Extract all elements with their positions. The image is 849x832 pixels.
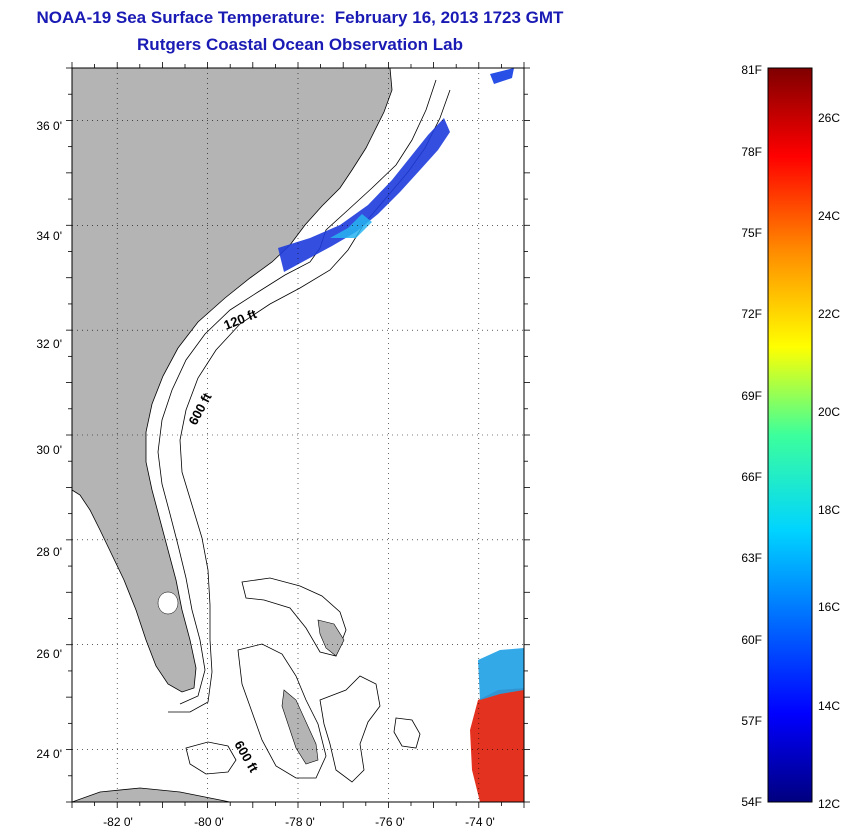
colorbar bbox=[767, 67, 813, 803]
lat-label: 26 0' bbox=[36, 647, 62, 661]
latitude-labels: 36 0' 34 0' 32 0' 30 0' 28 0' 26 0' 24 0… bbox=[36, 119, 62, 761]
sst-swath-north bbox=[278, 118, 450, 272]
colorbar-f-labels: 81F 78F 75F 72F 69F 66F 63F 60F 57F 54F bbox=[741, 63, 762, 809]
colorbar-c-label: 24C bbox=[818, 209, 840, 223]
colorbar-c-label: 16C bbox=[818, 600, 840, 614]
colorbar-f-label: 81F bbox=[741, 63, 762, 77]
lat-label: 36 0' bbox=[36, 119, 62, 133]
lon-label: -78 0' bbox=[285, 815, 315, 829]
bahamas-outline-4 bbox=[185, 741, 237, 775]
colorbar-f-label: 54F bbox=[741, 795, 762, 809]
map-grid bbox=[72, 68, 524, 802]
lon-label: -80 0' bbox=[194, 815, 224, 829]
colorbar-f-label: 78F bbox=[741, 145, 762, 159]
sst-swath-south-cool bbox=[478, 648, 524, 700]
colorbar-f-label: 66F bbox=[741, 470, 762, 484]
land-mainland bbox=[72, 68, 393, 693]
colorbar-c-label: 20C bbox=[818, 405, 840, 419]
isobath-120ft bbox=[157, 79, 437, 705]
colorbar-f-label: 69F bbox=[741, 389, 762, 403]
colorbar-c-label: 26C bbox=[818, 111, 840, 125]
bahamas-land-1 bbox=[317, 619, 345, 657]
isobath-label-600ft-north: 600 ft bbox=[185, 390, 215, 428]
lake-okeechobee bbox=[157, 591, 179, 615]
cuba-outline bbox=[72, 787, 231, 802]
map-subtitle: Rutgers Coastal Ocean Observation Lab bbox=[137, 35, 463, 54]
colorbar-f-label: 60F bbox=[741, 633, 762, 647]
lon-label: -76 0' bbox=[375, 815, 405, 829]
map-ticks bbox=[66, 62, 530, 808]
sst-patch-ne bbox=[490, 68, 514, 84]
bahamas-outline-3 bbox=[319, 675, 381, 783]
colorbar-c-label: 14C bbox=[818, 699, 840, 713]
lat-label: 30 0' bbox=[36, 443, 62, 457]
lat-label: 34 0' bbox=[36, 229, 62, 243]
colorbar-c-labels: 26C 24C 22C 20C 18C 16C 14C 12C bbox=[818, 111, 840, 811]
colorbar-c-label: 18C bbox=[818, 503, 840, 517]
bahamas-outline-5 bbox=[393, 717, 421, 749]
map-title: NOAA-19 Sea Surface Temperature: Februar… bbox=[36, 8, 564, 27]
lat-label: 28 0' bbox=[36, 545, 62, 559]
lat-label: 32 0' bbox=[36, 337, 62, 351]
colorbar-f-label: 72F bbox=[741, 307, 762, 321]
colorbar-f-label: 75F bbox=[741, 226, 762, 240]
lon-label: -74 0' bbox=[465, 815, 495, 829]
longitude-labels: -82 0' -80 0' -78 0' -76 0' -74 0' bbox=[103, 815, 495, 829]
lat-label: 24 0' bbox=[36, 747, 62, 761]
colorbar-f-label: 57F bbox=[741, 714, 762, 728]
bahamas-outline-2 bbox=[237, 643, 327, 779]
sst-swath-north-warm bbox=[330, 214, 372, 238]
bahamas-land-2 bbox=[281, 689, 319, 765]
lon-label: -82 0' bbox=[103, 815, 133, 829]
colorbar-c-label: 22C bbox=[818, 307, 840, 321]
colorbar-f-label: 63F bbox=[741, 551, 762, 565]
colorbar-c-label: 12C bbox=[818, 797, 840, 811]
sst-swath-south bbox=[470, 688, 524, 802]
isobath-label-120ft: 120 ft bbox=[222, 306, 260, 333]
isobath-label-600ft-south: 600 ft bbox=[231, 738, 261, 775]
